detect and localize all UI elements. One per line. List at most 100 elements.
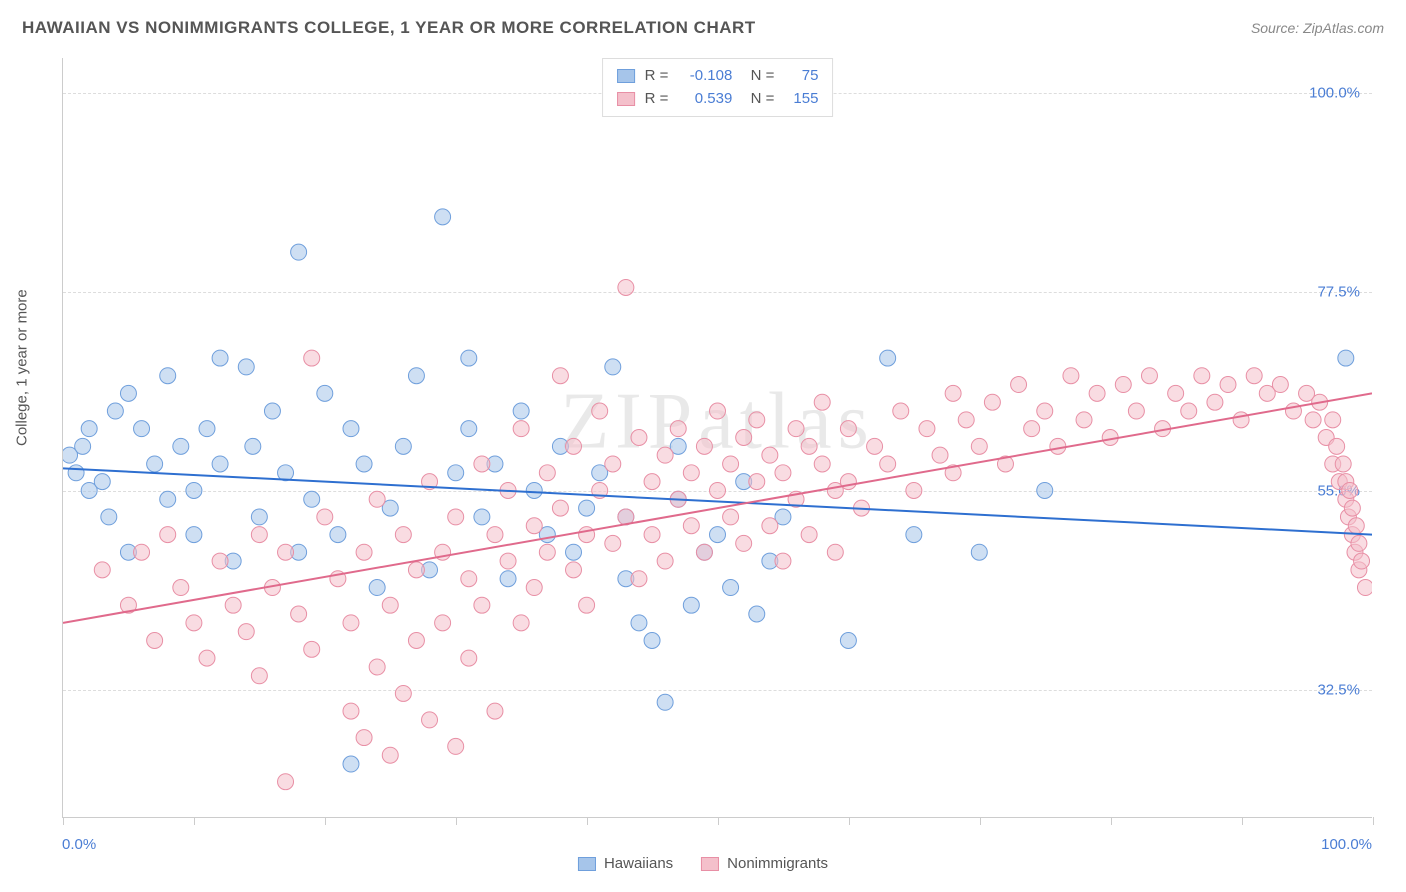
source-attribution: Source: ZipAtlas.com xyxy=(1251,20,1384,36)
data-point xyxy=(906,527,922,543)
data-point xyxy=(251,527,267,543)
data-point xyxy=(1037,482,1053,498)
data-point xyxy=(1329,438,1345,454)
data-point xyxy=(749,606,765,622)
chart-title: HAWAIIAN VS NONIMMIGRANTS COLLEGE, 1 YEA… xyxy=(22,18,756,38)
data-point xyxy=(356,456,372,472)
data-point xyxy=(644,527,660,543)
stats-row: R =0.539 N =155 xyxy=(617,88,819,111)
data-point xyxy=(304,491,320,507)
data-point xyxy=(618,279,634,295)
data-point xyxy=(199,650,215,666)
data-point xyxy=(526,580,542,596)
data-point xyxy=(395,685,411,701)
data-point xyxy=(1335,456,1351,472)
data-point xyxy=(94,562,110,578)
data-point xyxy=(134,421,150,437)
data-point xyxy=(1325,412,1341,428)
data-point xyxy=(775,553,791,569)
data-point xyxy=(448,738,464,754)
data-point xyxy=(225,597,241,613)
bottom-legend: Hawaiians Nonimmigrants xyxy=(578,855,828,872)
data-point xyxy=(710,482,726,498)
data-point xyxy=(1181,403,1197,419)
data-point xyxy=(147,632,163,648)
data-point xyxy=(526,482,542,498)
data-point xyxy=(762,518,778,534)
x-tick-label-right: 100.0% xyxy=(1321,836,1372,853)
data-point xyxy=(500,571,516,587)
data-point xyxy=(919,421,935,437)
data-point xyxy=(932,447,948,463)
data-point xyxy=(971,438,987,454)
data-point xyxy=(173,580,189,596)
data-point xyxy=(369,580,385,596)
data-point xyxy=(238,624,254,640)
legend-swatch xyxy=(701,857,719,871)
data-point xyxy=(474,597,490,613)
data-point xyxy=(513,615,529,631)
data-point xyxy=(775,465,791,481)
data-point xyxy=(330,527,346,543)
data-point xyxy=(644,474,660,490)
data-point xyxy=(94,474,110,490)
data-point xyxy=(1011,377,1027,393)
data-point xyxy=(539,465,555,481)
data-point xyxy=(291,606,307,622)
data-point xyxy=(317,385,333,401)
data-point xyxy=(395,438,411,454)
x-tick xyxy=(980,817,981,825)
data-point xyxy=(801,527,817,543)
data-point xyxy=(1128,403,1144,419)
x-tick xyxy=(1111,817,1112,825)
data-point xyxy=(1207,394,1223,410)
data-point xyxy=(343,703,359,719)
data-point xyxy=(448,509,464,525)
trend-line xyxy=(63,393,1372,622)
data-point xyxy=(304,641,320,657)
data-point xyxy=(840,421,856,437)
data-point xyxy=(435,209,451,225)
data-point xyxy=(605,535,621,551)
data-point xyxy=(893,403,909,419)
data-point xyxy=(657,447,673,463)
data-point xyxy=(487,527,503,543)
data-point xyxy=(199,421,215,437)
data-point xyxy=(657,553,673,569)
data-point xyxy=(958,412,974,428)
legend-item: Hawaiians xyxy=(578,855,673,872)
stat-n-value: 75 xyxy=(784,65,818,88)
data-point xyxy=(670,421,686,437)
data-point xyxy=(278,544,294,560)
data-point xyxy=(906,482,922,498)
data-point xyxy=(696,544,712,560)
legend-label: Nonimmigrants xyxy=(727,855,828,872)
data-point xyxy=(566,562,582,578)
data-point xyxy=(566,544,582,560)
plot-area: ZIPatlas R =-0.108 N =75R =0.539 N =155 … xyxy=(62,58,1372,818)
data-point xyxy=(68,465,84,481)
data-point xyxy=(461,650,477,666)
data-point xyxy=(160,368,176,384)
data-point xyxy=(631,615,647,631)
data-point xyxy=(801,438,817,454)
data-point xyxy=(1194,368,1210,384)
stat-n-label: N = xyxy=(742,65,774,88)
data-point xyxy=(539,544,555,560)
legend-item: Nonimmigrants xyxy=(701,855,828,872)
data-point xyxy=(474,509,490,525)
data-point xyxy=(1351,535,1367,551)
data-point xyxy=(107,403,123,419)
data-point xyxy=(212,553,228,569)
data-point xyxy=(814,394,830,410)
data-point xyxy=(120,385,136,401)
data-point xyxy=(408,562,424,578)
data-point xyxy=(1024,421,1040,437)
data-point xyxy=(696,438,712,454)
data-point xyxy=(631,430,647,446)
data-point xyxy=(736,535,752,551)
legend-label: Hawaiians xyxy=(604,855,673,872)
data-point xyxy=(710,403,726,419)
data-point xyxy=(343,756,359,772)
data-point xyxy=(245,438,261,454)
